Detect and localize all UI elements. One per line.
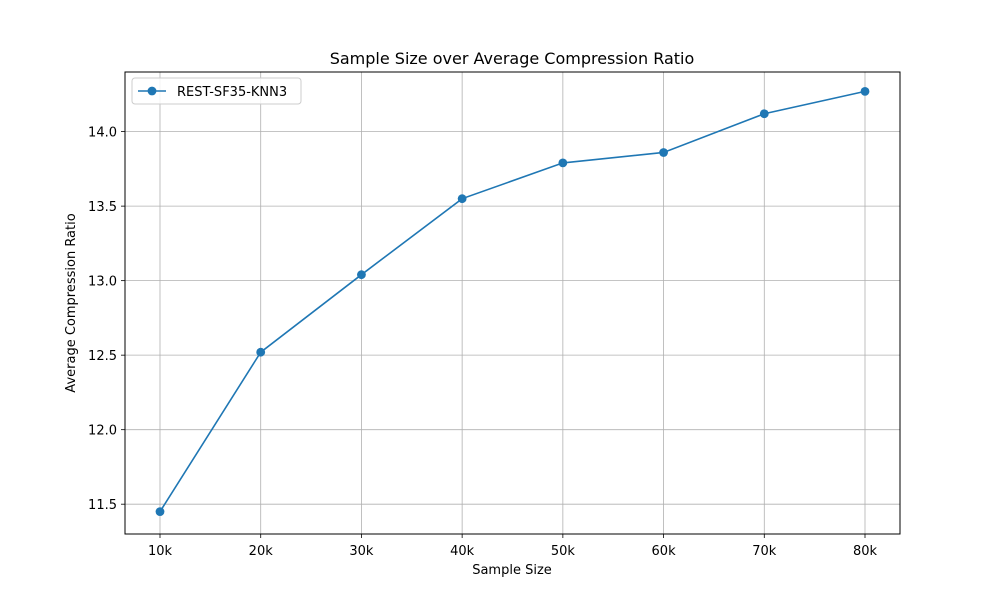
x-tick-label: 20k: [249, 544, 274, 559]
data-point-marker: [155, 507, 165, 517]
x-tick-label: 50k: [551, 544, 576, 559]
chart-title: Sample Size over Average Compression Rat…: [330, 49, 695, 68]
data-point-marker: [860, 86, 870, 96]
y-axis-label: Average Compression Ratio: [64, 213, 79, 392]
data-point-marker: [256, 347, 266, 357]
y-tick-label: 14.0: [88, 126, 117, 141]
x-tick-label: 60k: [652, 544, 677, 559]
data-point-marker: [457, 194, 467, 204]
y-tick-label: 11.5: [88, 498, 117, 513]
x-tick-label: 70k: [752, 544, 777, 559]
legend: REST-SF35-KNN3: [131, 77, 302, 105]
y-tick-label: 13.5: [88, 200, 117, 215]
series-layer: [155, 86, 870, 517]
plot-area-frame: [124, 71, 901, 535]
axis-ticks: 10k 20k 30k 40k 50k 60k 70k 80k 11.5 12.0 12.5 13.0…: [88, 126, 877, 559]
x-tick-label: 10k: [148, 544, 173, 559]
y-tick-label: 12.0: [88, 424, 117, 439]
grid-lines: [125, 72, 900, 534]
series-line: [159, 90, 866, 513]
x-tick-label: 40k: [450, 544, 475, 559]
x-axis-label: Sample Size: [472, 563, 552, 578]
y-tick-label: 12.5: [88, 349, 117, 364]
data-point-marker: [558, 158, 568, 168]
legend-label: REST-SF35-KNN3: [177, 85, 287, 100]
legend-box: [131, 77, 302, 105]
data-point-marker: [659, 148, 668, 157]
x-tick-label: 30k: [349, 544, 374, 559]
data-point-marker: [759, 109, 769, 119]
y-tick-label: 13.0: [88, 275, 117, 290]
legend-marker-icon: [147, 86, 157, 96]
x-tick-label: 80k: [853, 544, 878, 559]
data-point-marker: [357, 270, 366, 280]
